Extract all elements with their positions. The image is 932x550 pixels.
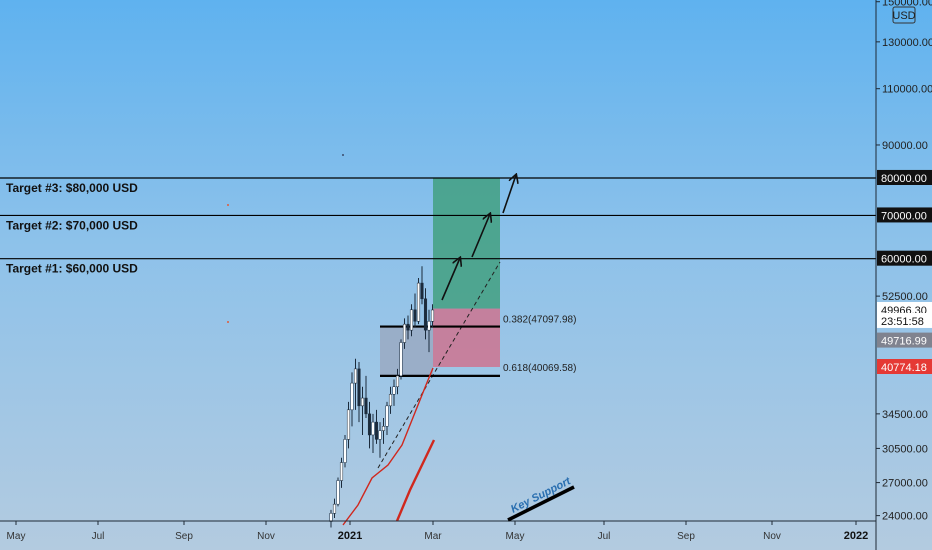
stray-mark	[227, 321, 229, 323]
price-tick-label: 110000.00	[882, 84, 932, 96]
projection-arrow	[441, 258, 460, 301]
price-tag-box	[877, 359, 932, 374]
price-tag-text: 60000.00	[881, 254, 927, 266]
target-label: Target #1: $60,000 USD	[6, 262, 138, 276]
projection-arrow	[471, 214, 490, 258]
price-tag-box	[877, 250, 932, 266]
candle-up	[339, 462, 344, 481]
stray-mark	[342, 154, 344, 156]
key-support-line	[507, 485, 575, 522]
fib-level-label: 0.382(47097.98)	[503, 315, 576, 326]
key-support-label: Key Support	[509, 475, 574, 516]
moving-averages	[342, 367, 436, 526]
candle-up	[416, 282, 421, 322]
price-tick-label: 52500.00	[882, 291, 928, 303]
projection-arrow	[502, 175, 516, 214]
stray-mark	[227, 204, 229, 206]
price-tag-box	[877, 207, 932, 223]
time-tick-label: May	[506, 531, 525, 542]
price-tag-text: 49716.99	[881, 336, 927, 348]
price-tag-text: 23:51:58	[881, 316, 924, 328]
time-tick-label: Sep	[677, 531, 695, 542]
time-tick-label: May	[7, 531, 26, 542]
target-lines: Target #3: $80,000 USD Target #2: $70,000…	[0, 177, 876, 276]
price-tick-label: 27000.00	[882, 478, 928, 490]
price-tag-box	[877, 170, 932, 185]
candle-down	[374, 421, 379, 440]
candle-up	[427, 320, 431, 331]
candle-up	[388, 393, 393, 407]
fib-retracement: 0.382(47097.98) 0.618(40069.58)	[380, 315, 576, 377]
candle-down	[357, 368, 361, 407]
price-tag-box	[877, 312, 932, 328]
fib-shade	[380, 326, 433, 376]
candle-up	[385, 405, 389, 427]
time-tick-label: Jul	[598, 531, 611, 542]
candle-up	[343, 439, 347, 463]
candle-up	[392, 386, 396, 395]
time-tick-label: Mar	[424, 531, 442, 542]
candle-up	[399, 342, 403, 377]
currency-badge: USD	[892, 10, 915, 22]
candle-down	[364, 397, 368, 415]
fib-level-label: 0.618(40069.58)	[503, 363, 576, 374]
candles	[329, 266, 435, 528]
candle-up	[350, 382, 354, 411]
long-moving-average	[395, 439, 436, 522]
price-tick-label: 34500.00	[882, 409, 928, 421]
price-tick-label: 130000.00	[882, 37, 932, 49]
price-tag-box	[877, 332, 932, 348]
candle-up	[371, 421, 375, 436]
candle-down	[413, 309, 417, 322]
candle-up	[378, 430, 382, 440]
time-tick-label: Sep	[175, 531, 193, 542]
candle-up	[329, 513, 333, 522]
candle-up	[353, 368, 358, 384]
candle-up	[381, 426, 386, 431]
candle-up	[409, 309, 414, 331]
time-tick-label: Nov	[763, 531, 781, 542]
time-tick-label: 2022	[844, 530, 868, 542]
time-tick-label: 2021	[338, 530, 362, 542]
candle-up	[360, 397, 365, 407]
candle-down	[423, 298, 428, 331]
price-tag-text: 80000.00	[881, 173, 927, 185]
short-moving-average	[342, 367, 434, 526]
candle-up	[332, 503, 337, 514]
price-tick-label: 30500.00	[882, 443, 928, 455]
candle-down	[420, 282, 424, 300]
time-tick-label: Nov	[257, 531, 275, 542]
loss-zone	[433, 308, 500, 367]
price-tag-text: 40774.18	[881, 362, 927, 374]
projection-arrows	[441, 175, 516, 301]
candle-up	[402, 323, 407, 343]
currency-badge-box	[892, 6, 916, 24]
candle-up	[395, 375, 400, 388]
price-tick-label: 150000.00	[882, 0, 932, 9]
price-tick-label: 24000.00	[882, 511, 928, 523]
candle-up	[430, 309, 435, 322]
candle-down	[406, 323, 410, 331]
price-tick-label: 90000.00	[882, 140, 928, 152]
candle-up	[336, 480, 340, 505]
position-zones	[377, 177, 501, 469]
time-tick-label: Jul	[92, 531, 105, 542]
target-label: Target #3: $80,000 USD	[6, 181, 138, 195]
projection-dashed-line	[377, 261, 501, 469]
price-tag-text: 70000.00	[881, 210, 927, 222]
time-axis[interactable]: May Jul Sep Nov 2021 Mar May Jul Sep Nov 2022	[0, 520, 876, 542]
candle-up	[346, 409, 351, 440]
candle-down	[367, 413, 372, 436]
target-label: Target #2: $70,000 USD	[6, 218, 138, 232]
profit-zone	[433, 177, 500, 309]
